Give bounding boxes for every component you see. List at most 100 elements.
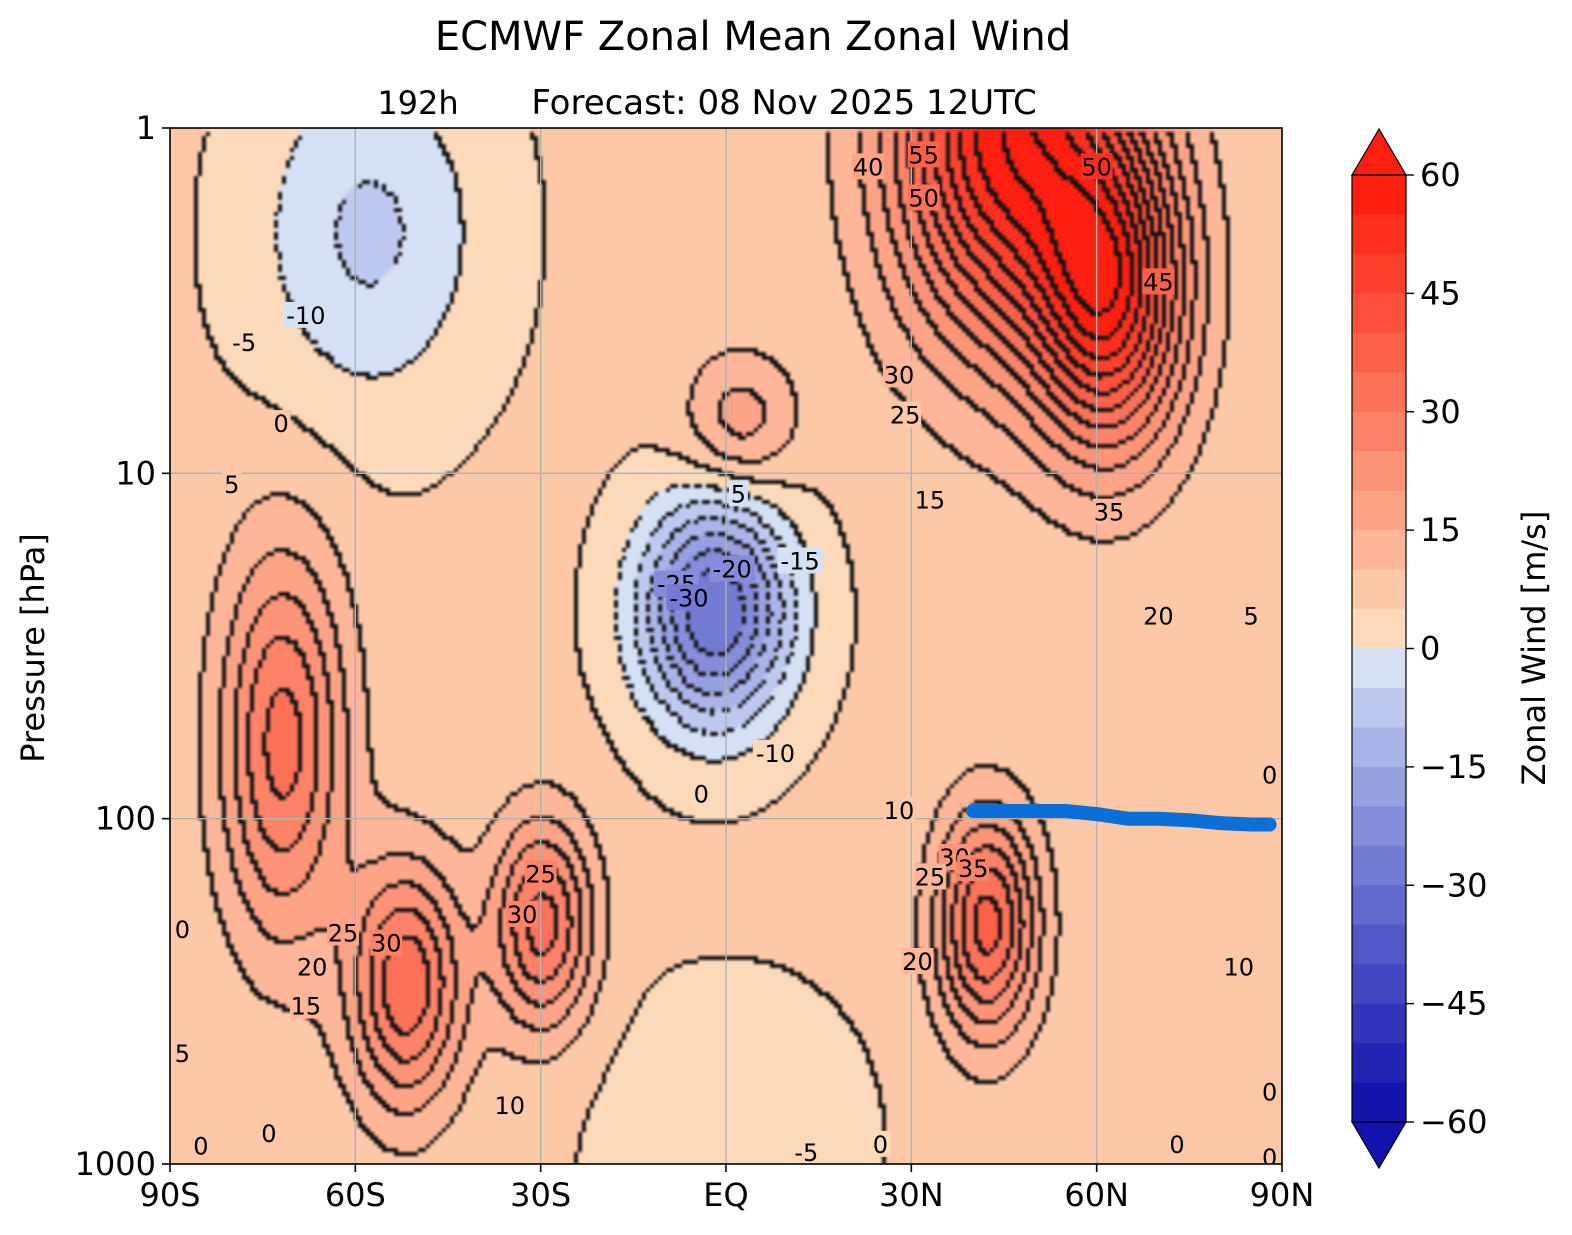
contour-label: 10 xyxy=(1223,954,1254,982)
contour-label: -10 xyxy=(286,302,325,330)
colorbar-extend-max xyxy=(1350,127,1408,176)
colorbar-band xyxy=(1352,569,1406,610)
y-axis-label: Pressure [hPa] xyxy=(14,533,52,763)
contour-label-bg xyxy=(326,919,359,946)
contour-label: -20 xyxy=(713,556,752,584)
contour-label-bg xyxy=(901,947,934,974)
colorbar-tick-label: 30 xyxy=(1420,393,1461,431)
contour-label-bg xyxy=(172,915,192,942)
contour-label-bg xyxy=(493,1092,526,1119)
contour-label-bg xyxy=(882,796,915,823)
contour-label: 0 xyxy=(1169,1131,1184,1159)
contour-label-bg xyxy=(283,301,329,328)
contour-label: 35 xyxy=(1094,499,1125,527)
contour-label-bg xyxy=(666,584,712,611)
colorbar-band xyxy=(1352,1003,1406,1044)
contour-label-bg xyxy=(1222,953,1255,980)
plot-area: -10-5055-15-20-25-30-1004055505045302535… xyxy=(169,127,1283,1172)
contour-label: -10 xyxy=(756,740,795,768)
colorbar-band xyxy=(1352,372,1406,413)
contour-label: 0 xyxy=(694,780,709,808)
colorbar-band xyxy=(1352,175,1406,216)
contour-label: 5 xyxy=(731,480,746,508)
contour-label-bg xyxy=(172,1039,192,1066)
colorbar-band xyxy=(1352,530,1406,571)
contour-label: 30 xyxy=(371,930,402,958)
contour-label-bg xyxy=(1142,268,1175,295)
contour-label: 45 xyxy=(1143,268,1174,296)
colorbar-band xyxy=(1352,1043,1406,1084)
contour-label: 0 xyxy=(193,1133,208,1161)
colorbar-tick-label: 0 xyxy=(1420,630,1440,668)
colorbar-band xyxy=(1352,885,1406,926)
contour-label-bg xyxy=(907,141,940,168)
contour-label: 25 xyxy=(915,863,946,891)
colorbar-tick-label: −60 xyxy=(1420,1103,1488,1141)
colorbar-tick-label: −30 xyxy=(1420,866,1488,904)
colorbar-band xyxy=(1352,609,1406,650)
contour-label-bg xyxy=(289,992,322,1019)
colorbar-band xyxy=(1352,451,1406,492)
contour-label: -5 xyxy=(794,1139,818,1167)
contour-label: 0 xyxy=(1262,762,1277,790)
colorbar-tick-label: 15 xyxy=(1420,511,1461,549)
contour-label-bg xyxy=(777,547,823,574)
contour-label-bg xyxy=(852,153,885,180)
contour-label-bg xyxy=(1142,602,1175,629)
chart-subtitle: Forecast: 08 Nov 2025 12UTC xyxy=(531,83,1036,123)
contour-label-bg xyxy=(222,470,242,497)
contour-label-layer: -10-5055-15-20-25-30-1004055505045302535… xyxy=(172,141,1280,1172)
contour-label-bg xyxy=(1260,1143,1280,1164)
contour-label-bg xyxy=(191,1132,211,1159)
contour-label-bg xyxy=(691,780,711,807)
colorbar-band xyxy=(1352,766,1406,807)
colorbar-band xyxy=(1352,806,1406,847)
colorbar-band xyxy=(1352,924,1406,965)
colorbar-tick-label: 45 xyxy=(1420,274,1461,312)
contour-label: 10 xyxy=(884,797,915,825)
contour-label: 30 xyxy=(507,901,538,929)
contour-label-bg xyxy=(889,401,922,428)
colorbar-tick-label: −45 xyxy=(1420,985,1488,1023)
colorbar-extend-min xyxy=(1350,1121,1408,1170)
contour-label: 5 xyxy=(1243,603,1258,631)
colorbar-band xyxy=(1352,964,1406,1005)
x-tick-label: 90S xyxy=(139,1176,200,1214)
colorbar-band xyxy=(1352,411,1406,452)
y-axis: 1 10 100 1000 xyxy=(75,109,170,1183)
contour-label-bg xyxy=(882,361,915,388)
contour-label: -15 xyxy=(781,547,820,575)
contour-label: 50 xyxy=(908,184,939,212)
contour-label-bg xyxy=(259,1120,279,1147)
contour-label: 25 xyxy=(525,860,556,888)
contour-label-bg xyxy=(1241,602,1261,629)
contour-label: 55 xyxy=(908,141,939,169)
contour-label: 0 xyxy=(1262,1144,1277,1172)
tropopause-line xyxy=(966,804,1277,832)
contour-label-bg xyxy=(271,410,291,437)
colorbar-band xyxy=(1352,293,1406,334)
contour-label-bg xyxy=(296,953,329,980)
contour-label: 0 xyxy=(261,1120,276,1148)
colorbar-band xyxy=(1352,1082,1406,1123)
colorbar-band xyxy=(1352,214,1406,255)
colorbar: 60 45 30 15 0 −15 −30 −45 −60 xyxy=(1350,127,1488,1170)
chart-title: ECMWF Zonal Mean Zonal Wind xyxy=(435,14,1071,60)
x-tick-label: 90N xyxy=(1250,1176,1315,1214)
contour-label: 50 xyxy=(1081,153,1112,181)
contour-label: 25 xyxy=(328,919,359,947)
contour-label-bg xyxy=(709,555,755,582)
contour-label-bg xyxy=(913,486,946,513)
y-tick-label: 1000 xyxy=(75,1145,156,1183)
contour-label: 40 xyxy=(853,153,884,181)
contour-label: 35 xyxy=(958,855,989,883)
colorbar-tick-label: −15 xyxy=(1420,748,1488,786)
contour-label: 5 xyxy=(224,471,239,499)
x-tick-label: 30S xyxy=(510,1176,571,1214)
contour-label-bg xyxy=(524,860,557,887)
colorbar-band xyxy=(1352,687,1406,729)
x-tick-label: 30N xyxy=(879,1176,944,1214)
x-axis: 90S 60S 30S EQ 30N 60N 90N xyxy=(139,1164,1314,1214)
y-tick-label: 100 xyxy=(95,800,156,838)
contour-label: 0 xyxy=(274,410,289,438)
